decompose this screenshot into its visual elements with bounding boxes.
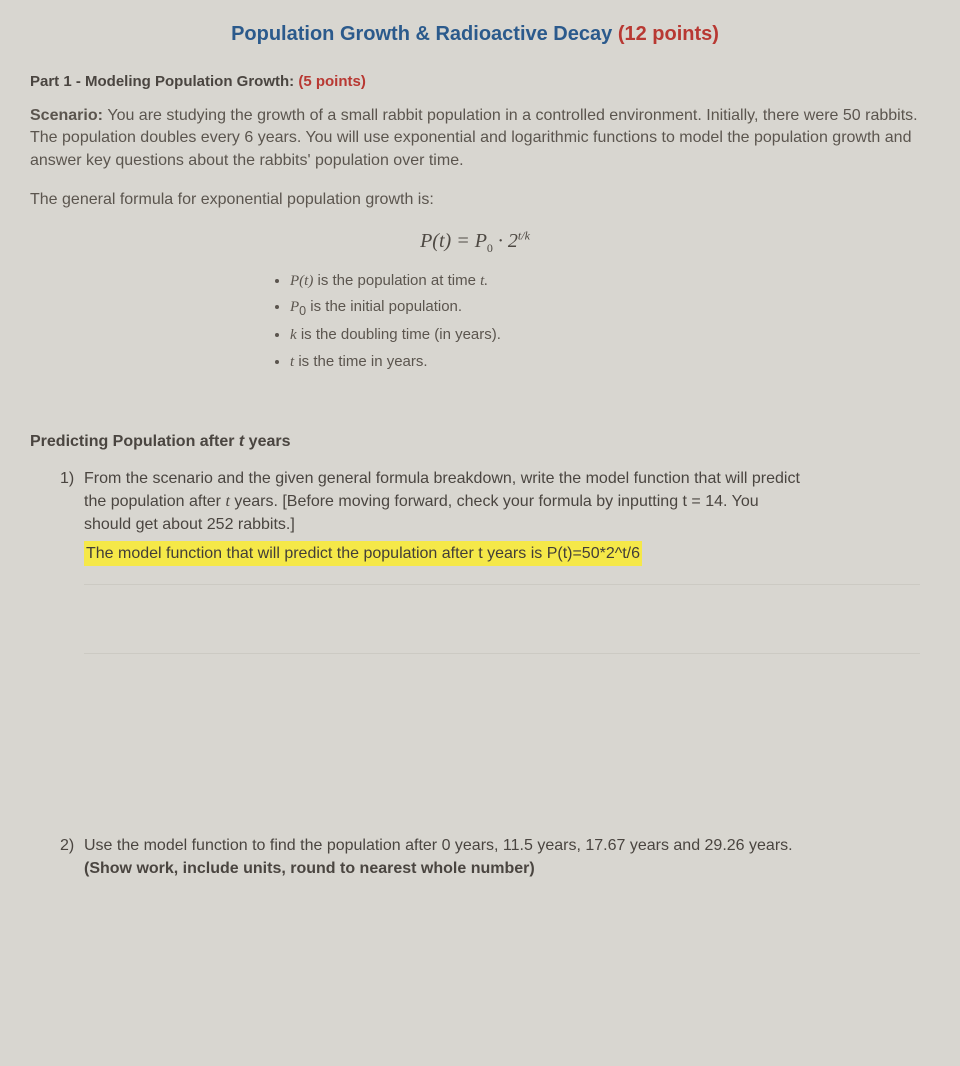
b1-var: P(t): [290, 273, 313, 289]
title-points: (12 points): [618, 23, 719, 45]
scenario-text: You are studying the growth of a small r…: [30, 107, 918, 169]
q1-answer-wrap: The model function that will predict the…: [84, 537, 920, 566]
b3-var: k: [290, 327, 297, 343]
part1-heading-points: (5 points): [298, 73, 366, 90]
b1-text: is the population at time: [313, 272, 480, 289]
b2-text: is the initial population.: [306, 298, 462, 315]
section-title: Predicting Population after t years: [30, 430, 920, 453]
formula-intro: The general formula for exponential popu…: [30, 188, 920, 211]
q1-line2-wrap: the population after t years. [Before mo…: [84, 490, 920, 513]
q1-line2: the population after: [84, 493, 225, 510]
b3-text: is the doubling time (in years).: [297, 326, 501, 343]
bullet-4: t is the time in years.: [290, 351, 920, 374]
q1-answer-highlight: The model function that will predict the…: [84, 541, 642, 566]
question-2: 2)Use the model function to find the pop…: [60, 834, 920, 880]
b1-var2: t.: [480, 273, 488, 289]
formula-lhs: P(t): [420, 230, 451, 252]
formula-eq: =: [451, 230, 475, 252]
q1-num: 1): [60, 467, 84, 490]
q2-num: 2): [60, 834, 84, 857]
section-title-pre: Predicting Population after: [30, 433, 239, 450]
variable-bullets: P(t) is the population at time t. P0 is …: [290, 270, 920, 374]
b4-text: is the time in years.: [294, 353, 427, 370]
part1-heading-main: Part 1 - Modeling Population Growth:: [30, 73, 298, 90]
bullet-1: P(t) is the population at time t.: [290, 270, 920, 293]
q1-line3: should get about 252 rabbits.]: [84, 513, 920, 536]
bullet-3: k is the doubling time (in years).: [290, 324, 920, 347]
blank-work-area: [84, 584, 920, 654]
bullet-2: P0 is the initial population.: [290, 296, 920, 320]
formula-exp: t/k: [518, 228, 530, 242]
q1-line2-post: years. [Before moving forward, check you…: [230, 493, 759, 510]
q1-line1: From the scenario and the given general …: [84, 470, 800, 487]
formula-dot: · 2: [493, 230, 518, 252]
title-main: Population Growth & Radioactive Decay: [231, 23, 618, 45]
formula-p0: P: [475, 230, 487, 252]
scenario-block: Scenario: You are studying the growth of…: [30, 105, 920, 172]
question-1: 1)From the scenario and the given genera…: [60, 467, 920, 566]
q2-line2: (Show work, include units, round to near…: [84, 857, 920, 880]
b2-var: P: [290, 299, 299, 315]
q2-line1: Use the model function to find the popul…: [84, 837, 793, 854]
section-title-post: years: [244, 433, 290, 450]
page-title: Population Growth & Radioactive Decay (1…: [30, 20, 920, 49]
part1-heading: Part 1 - Modeling Population Growth: (5 …: [30, 71, 920, 93]
scenario-label: Scenario:: [30, 107, 107, 124]
formula: P(t) = P0 · 2t/k: [30, 227, 920, 257]
